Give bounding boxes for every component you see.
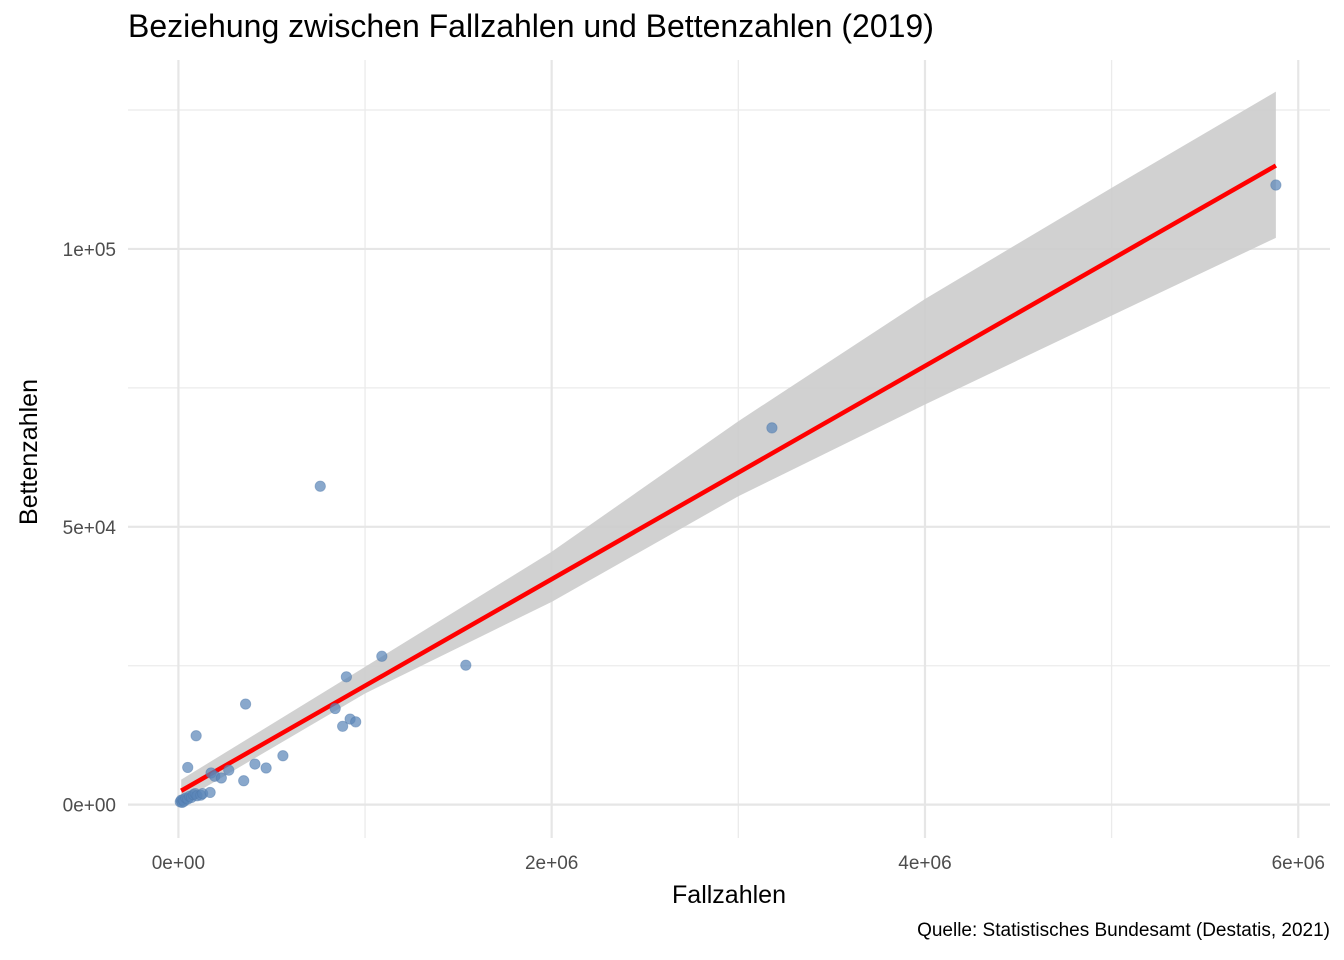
data-points xyxy=(174,179,1282,809)
data-point xyxy=(239,698,252,710)
data-point xyxy=(249,758,261,770)
data-point xyxy=(260,762,272,774)
data-point xyxy=(329,702,341,715)
source-caption: Quelle: Statistisches Bundesamt (Destati… xyxy=(917,920,1330,941)
data-point xyxy=(376,650,388,662)
data-point xyxy=(182,761,194,774)
data-point xyxy=(223,764,235,776)
y-tick-label: 0e+00 xyxy=(63,796,116,817)
data-point xyxy=(190,730,202,742)
data-point xyxy=(766,422,778,434)
data-point xyxy=(314,480,326,492)
data-point xyxy=(204,786,216,799)
chart-title: Beziehung zwischen Fallzahlen und Betten… xyxy=(128,8,934,44)
x-tick-label: 4e+06 xyxy=(898,853,951,874)
data-point xyxy=(337,720,349,732)
y-tick-label: 1e+05 xyxy=(63,240,116,261)
data-point xyxy=(350,716,362,728)
data-point xyxy=(215,772,227,784)
major-gridlines xyxy=(128,60,1330,838)
y-tick-label: 5e+04 xyxy=(63,518,117,539)
data-point xyxy=(460,659,472,671)
x-tick-label: 2e+06 xyxy=(525,853,578,874)
confidence-band xyxy=(181,91,1276,802)
x-tick-label: 6e+06 xyxy=(1272,853,1325,874)
y-axis-title: Bettenzahlen xyxy=(15,379,43,525)
regression-line xyxy=(180,163,1277,793)
x-axis-title: Fallzahlen xyxy=(672,881,786,909)
x-tick-label: 0e+00 xyxy=(152,853,205,874)
data-point xyxy=(238,775,250,787)
data-point xyxy=(277,750,289,762)
x-axis-ticks: 0e+00 2e+06 4e+06 6e+06 xyxy=(152,853,1325,874)
y-axis-ticks: 0e+00 5e+04 1e+05 xyxy=(63,240,117,817)
data-point xyxy=(1270,179,1282,191)
data-point xyxy=(340,671,352,683)
